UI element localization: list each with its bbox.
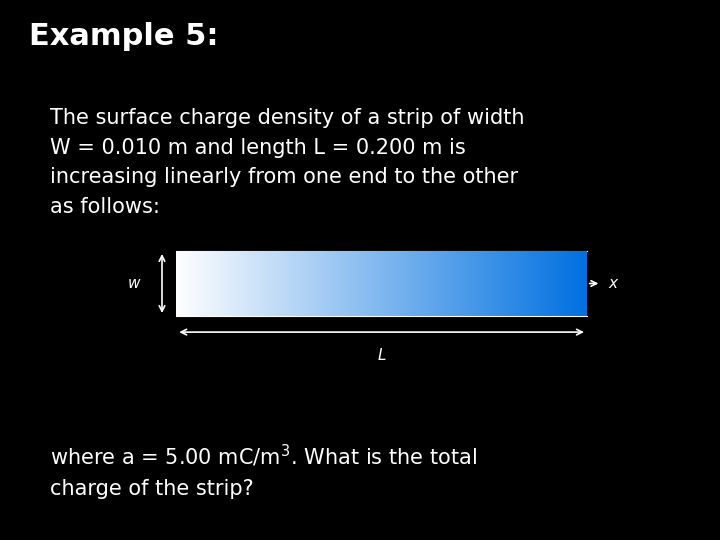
Text: w: w [128,276,140,291]
Text: x: x [608,276,618,291]
Text: Example 5:: Example 5: [29,22,218,51]
Text: L: L [377,348,386,363]
Text: where a = 5.00 mC/m$^{3}$. What is the total
charge of the strip?: where a = 5.00 mC/m$^{3}$. What is the t… [50,443,477,498]
Text: The surface charge density of a strip of width
W = 0.010 m and length L = 0.200 : The surface charge density of a strip of… [50,108,525,217]
